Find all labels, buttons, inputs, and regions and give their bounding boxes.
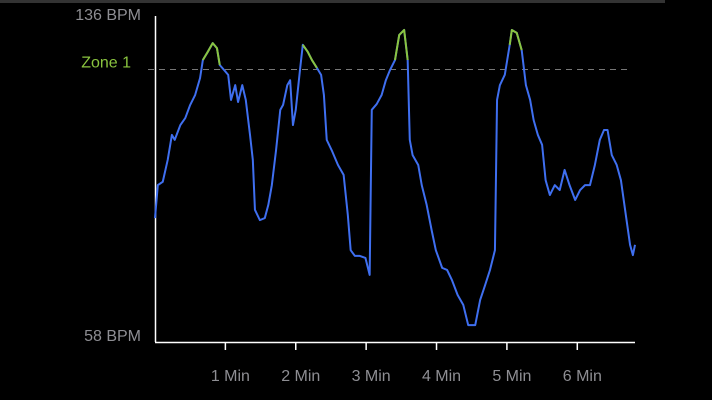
x-tick-label: 5 Min [492, 368, 531, 385]
y-tick-label: 136 BPM [75, 7, 141, 24]
x-tick-label: 1 Min [211, 368, 250, 385]
hr-zone-line [202, 28, 523, 69]
hr-line [154, 28, 636, 327]
zone-label: Zone 1 [81, 55, 131, 72]
y-tick-label: 58 BPM [84, 328, 141, 345]
x-tick-label: 2 Min [281, 368, 320, 385]
x-tick-label: 4 Min [422, 368, 461, 385]
x-tick-label: 6 Min [563, 368, 602, 385]
top-bar [0, 0, 665, 3]
x-tick-label: 3 Min [352, 368, 391, 385]
